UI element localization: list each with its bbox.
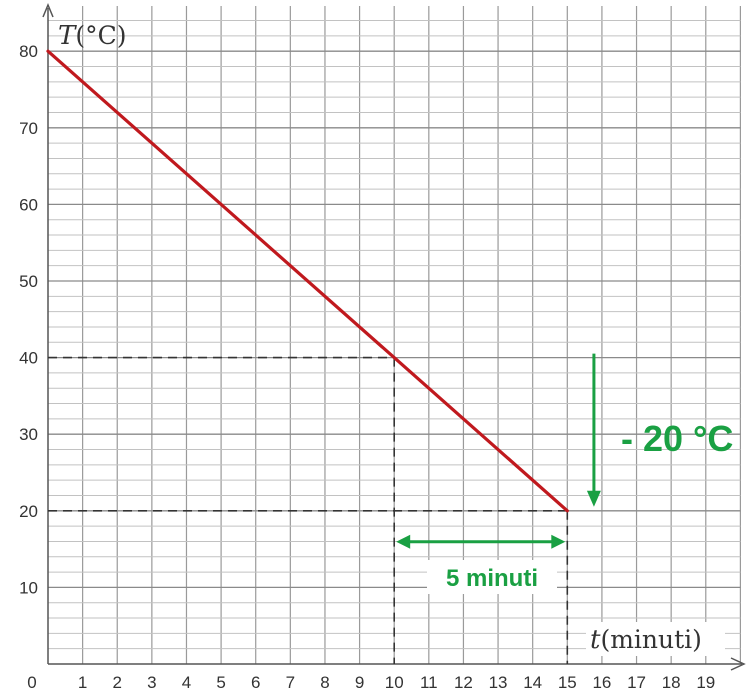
y-tick-label: 20 [19,502,38,521]
y-tick-label: 10 [19,578,38,597]
duration-arrowhead-right [551,534,566,549]
y-tick-label: 30 [19,425,38,444]
x-tick-label: 4 [182,673,191,692]
svg-text:t(minuti): t(minuti) [590,625,702,655]
temperature-drop-arrowhead [586,490,601,507]
x-tick-label: 11 [420,673,438,692]
x-tick-label: 1 [78,673,87,692]
y-tick-label: 80 [19,42,38,61]
x-tick-label: 7 [286,673,295,692]
x-axis-arrowhead [730,657,746,671]
x-tick-label: 8 [320,673,329,692]
x-tick-label: 2 [113,673,122,692]
y-axis-unit: (°C) [75,21,126,50]
x-tick-label: 12 [454,673,473,692]
chart-grid [48,6,742,664]
tick-labels: 0 1 2 3 4 5 6 7 8 9 10 11 12 13 14 15 16 17 18 191020304050… [19,42,715,692]
x-tick-label: 15 [558,673,577,692]
x-tick-label: 16 [592,673,611,692]
annotations: - 20 °C 5 minuti [396,353,733,594]
duration-label: 5 minuti [446,565,538,592]
x-tick-label: 10 [385,673,404,692]
x-tick-label: 9 [355,673,364,692]
x-tick-label: 5 [216,673,225,692]
x-tick-label: 3 [147,673,156,692]
y-axis-label: T(°C) [58,21,126,51]
duration-label-backdrop [427,560,557,594]
x-tick-label: 13 [489,673,508,692]
x-axis-label: t(minuti) [586,622,725,656]
y-tick-label: 70 [19,119,38,138]
x-axis-label-backdrop [586,622,725,656]
temperature-drop-label: - 20 °C [621,418,733,459]
x-tick-label: 17 [627,673,646,692]
y-tick-label: 50 [19,272,38,291]
series-line [46,49,569,513]
x-tick-label: 6 [251,673,260,692]
x-axis-symbol: t [590,625,601,655]
reference-lines [48,356,569,664]
data-series [46,49,569,513]
y-axis-arrowhead [42,3,54,18]
y-axis-symbol: T [58,21,77,51]
y-tick-label: 40 [19,349,38,368]
y-tick-label: 60 [19,195,38,214]
x-tick-label: 18 [662,673,681,692]
x-tick-label: 14 [523,673,542,692]
x-axis-unit: (minuti) [600,625,701,654]
x-tick-label: 0 [27,673,36,692]
x-tick-label: 19 [696,673,715,692]
duration-arrowhead-left [396,534,411,549]
